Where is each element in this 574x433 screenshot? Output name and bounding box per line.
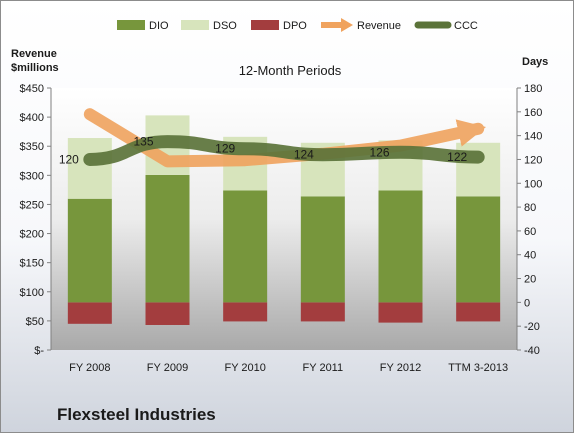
- right-tick-label: 180: [524, 83, 542, 95]
- x-tick-label: FY 2012: [380, 362, 421, 374]
- ccc-data-label: 126: [369, 145, 389, 159]
- bar-dio-4: [300, 196, 345, 303]
- right-tick-label: 40: [524, 250, 536, 262]
- right-tick-label: 140: [524, 131, 542, 143]
- bar-dio-2: [145, 174, 190, 303]
- right-tick-label: 100: [524, 178, 542, 190]
- ccc-data-label: 124: [294, 148, 314, 162]
- bar-dpo-6: [456, 302, 501, 322]
- bar-dpo-4: [300, 302, 345, 322]
- right-tick-label: 160: [524, 107, 542, 119]
- left-tick-label: $350: [20, 141, 44, 153]
- x-tick-label: FY 2011: [303, 362, 344, 374]
- left-tick-label: $-: [34, 345, 44, 357]
- bar-dso-1: [67, 138, 112, 199]
- left-tick-label: $400: [20, 112, 44, 124]
- left-tick-label: $100: [20, 287, 44, 299]
- right-axis-label: Days: [522, 56, 548, 68]
- left-axis-label-line1: Revenue: [11, 48, 57, 60]
- legend-swatch-dso: [181, 20, 209, 30]
- bar-dpo-5: [378, 302, 423, 323]
- right-tick-label: -40: [524, 345, 540, 357]
- x-tick-label: FY 2009: [147, 362, 188, 374]
- legend-swatch-dpo: [251, 20, 279, 30]
- x-tick-label: FY 2010: [224, 362, 265, 374]
- bar-dpo-1: [67, 302, 112, 324]
- right-tick-label: 80: [524, 202, 536, 214]
- bar-dpo-2: [145, 302, 190, 325]
- legend: DIO DSO DPO Revenue CCC: [117, 18, 478, 32]
- left-tick-label: $150: [20, 258, 44, 270]
- legend-arrow-head: [341, 18, 353, 32]
- x-axis: FY 2008 FY 2009 FY 2010 FY 2011 FY 2012 TTM 3…: [69, 362, 508, 374]
- x-tick-label: FY 2008: [69, 362, 110, 374]
- right-tick-label: -20: [524, 321, 540, 333]
- left-tick-label: $200: [20, 229, 44, 241]
- bar-dpo-3: [223, 302, 268, 322]
- ccc-data-label: 129: [215, 142, 235, 156]
- left-tick-label: $50: [26, 316, 44, 328]
- bar-dio-3: [223, 190, 268, 303]
- legend-label-ccc: CCC: [454, 20, 478, 32]
- legend-label-dio: DIO: [149, 20, 169, 32]
- bar-dio-1: [67, 198, 112, 303]
- right-tick-label: 0: [524, 297, 530, 309]
- bar-dio-6: [456, 196, 501, 303]
- ccc-data-label: 120: [59, 152, 79, 166]
- ccc-line: [83, 135, 485, 166]
- left-tick-label: $450: [20, 83, 44, 95]
- left-axis-label-line2: $millions: [11, 62, 59, 74]
- legend-label-dpo: DPO: [283, 20, 307, 32]
- bar-dio-5: [378, 190, 423, 303]
- right-axis: 180 160 140 120 100 80 60 40 20 0 -20 -40: [516, 83, 542, 357]
- ccc-data-label: 135: [133, 135, 153, 149]
- ccc-data-label: 122: [447, 150, 467, 164]
- legend-label-revenue: Revenue: [357, 20, 401, 32]
- left-tick-label: $300: [20, 170, 44, 182]
- company-name: Flexsteel Industries: [57, 405, 216, 424]
- right-tick-label: 120: [524, 154, 542, 166]
- ccc-layer: 120 135 129 124 126 122: [59, 135, 485, 166]
- left-tick-label: $250: [20, 199, 44, 211]
- x-tick-label: TTM 3-2013: [448, 362, 508, 374]
- left-axis: $450 $400 $350 $300 $250 $200 $150 $100 $50 $-: [20, 83, 52, 357]
- chart-title: 12-Month Periods: [239, 63, 342, 78]
- right-tick-label: 60: [524, 226, 536, 238]
- legend-label-dso: DSO: [213, 20, 237, 32]
- legend-swatch-dio: [117, 20, 145, 30]
- right-tick-label: 20: [524, 274, 536, 286]
